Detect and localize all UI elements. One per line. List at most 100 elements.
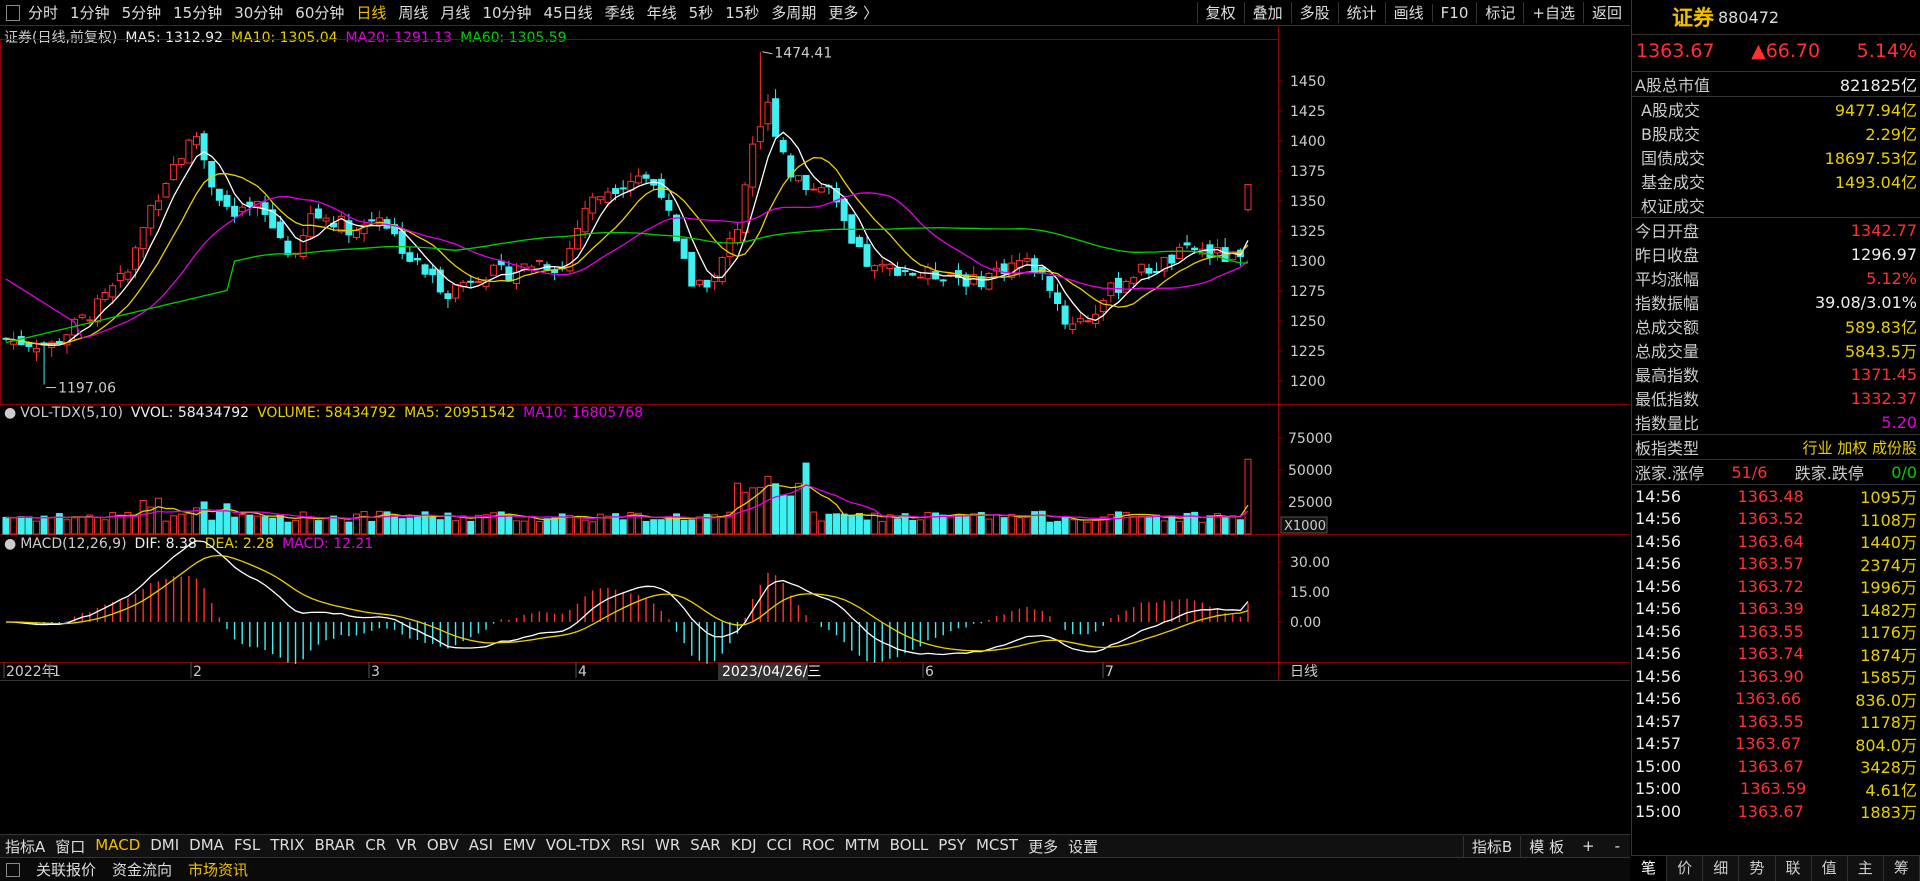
toolbar-button[interactable]: +自选 (1523, 2, 1583, 23)
candle-body (1160, 256, 1168, 272)
period-tab[interactable]: 更多 〉 (828, 4, 879, 22)
indicator-tab[interactable]: EMV (503, 835, 536, 854)
status-tab[interactable]: 关联报价 (36, 861, 97, 879)
panel-tab[interactable]: 联 (1776, 856, 1812, 881)
tick-time: 14:56 (1635, 644, 1682, 664)
period-tab[interactable]: 多周期 (771, 4, 817, 22)
tick-price: 1363.90 (1737, 666, 1804, 686)
candle-body (1046, 276, 1054, 291)
period-tab[interactable]: 45日线 (543, 4, 593, 22)
indicator-tab[interactable]: 指标A (5, 837, 46, 856)
indicator-tab[interactable]: MTM (844, 835, 880, 854)
indicator-tab[interactable]: BRAR (314, 835, 356, 854)
indicator-tab[interactable]: DMI (150, 835, 180, 854)
indicator-tab[interactable]: OBV (426, 835, 459, 854)
indicator-tab[interactable]: SAR (690, 835, 721, 854)
candle-body (78, 314, 86, 319)
period-tab[interactable]: 5秒 (688, 4, 714, 22)
status-tab[interactable]: 市场资讯 (188, 861, 249, 879)
indicator-tab[interactable]: CR (365, 835, 387, 854)
panel-tab[interactable]: 主 (1848, 856, 1884, 881)
period-tab[interactable]: 60分钟 (295, 4, 345, 22)
x-axis-label: 3 (371, 664, 380, 680)
window-icon[interactable] (6, 4, 20, 21)
indicator-tab[interactable]: ASI (468, 835, 493, 854)
period-tab[interactable]: 分时 (28, 4, 59, 22)
panel-tab[interactable]: 细 (1703, 856, 1740, 881)
period-tab[interactable]: 10分钟 (482, 4, 532, 22)
toolbar-button[interactable]: 画线 (1384, 2, 1432, 23)
volume-bar (1099, 516, 1107, 535)
toolbar-button[interactable]: F10 (1431, 3, 1477, 22)
candle-body (916, 276, 924, 279)
period-tab[interactable]: 1分钟 (70, 4, 110, 22)
indicator-tab[interactable]: 设置 (1068, 837, 1099, 856)
indicator-tab[interactable]: WR (654, 835, 681, 854)
indicator-tab[interactable]: 更多 (1028, 837, 1059, 856)
toolbar-button[interactable]: 复权 (1196, 2, 1244, 23)
candle-body (139, 227, 147, 250)
panel-tabs: 笔价细势联值主筹 (1631, 855, 1920, 881)
indicator-tab[interactable]: VR (396, 835, 417, 854)
volume-bar (337, 517, 345, 535)
panel-tab[interactable]: 笔 (1631, 856, 1668, 881)
window-icon[interactable] (6, 862, 20, 877)
minus-icon[interactable]: - (1614, 837, 1620, 855)
indicator-tab[interactable]: PSY (938, 835, 966, 854)
indicator-tab[interactable]: BOLL (889, 835, 929, 854)
tick-volume: 1585万 (1860, 668, 1917, 688)
indicator-tab[interactable]: TRIX (270, 835, 305, 854)
indicator-tab[interactable]: 窗口 (55, 837, 86, 856)
add-icon[interactable]: + (1582, 837, 1595, 855)
indicator-tab[interactable]: VOL-TDX (545, 835, 611, 854)
row-value: 39.08/3.01% (1814, 292, 1917, 312)
period-tab[interactable]: 年线 (646, 4, 677, 22)
macd-axis-label: 0.00 (1290, 615, 1321, 631)
tick-volume: 836.0万 (1855, 690, 1917, 710)
row-label: 总成交量 (1635, 342, 1700, 361)
period-tab[interactable]: 日线 (356, 4, 387, 22)
period-tab[interactable]: 周线 (398, 4, 429, 22)
indicator-tab[interactable]: FSL (233, 835, 261, 854)
toolbar-button[interactable]: 统计 (1337, 2, 1385, 23)
indicator-tab[interactable]: RSI (620, 835, 645, 854)
tick-row: 14:56 1363.90 1585万 (1632, 665, 1920, 688)
toolbar-button[interactable]: 标记 (1476, 2, 1523, 23)
volume-bar (170, 515, 178, 535)
status-tab[interactable]: 资金流向 (112, 861, 173, 879)
period-tab[interactable]: 15秒 (725, 4, 760, 22)
indicator-tab[interactable]: ROC (801, 835, 835, 854)
candle-body (1122, 281, 1130, 293)
indicator-tab[interactable]: DMA (189, 835, 224, 854)
panel-tab[interactable]: 势 (1739, 856, 1776, 881)
panel-tab[interactable]: 值 (1812, 856, 1848, 881)
indicator-tab[interactable]: CCI (766, 835, 792, 854)
indicator-bar-button[interactable]: 指标B (1462, 835, 1520, 857)
kline-chart[interactable]: 1450142514001375135013251300127512501225… (0, 25, 1630, 833)
toolbar-button[interactable]: 返回 (1582, 2, 1630, 23)
period-tab[interactable]: 30分钟 (234, 4, 284, 22)
tick-price: 1363.67 (1737, 801, 1804, 821)
period-tab[interactable]: 月线 (440, 4, 471, 22)
period-tab[interactable]: 季线 (604, 4, 635, 22)
indicator-bar-button[interactable]: 模 板 (1520, 835, 1572, 857)
indicator-tab[interactable]: MCST (975, 835, 1019, 854)
candle-body (314, 208, 322, 219)
toolbar-button[interactable]: 多股 (1290, 2, 1338, 23)
panel-tab[interactable]: 筹 (1884, 856, 1920, 881)
ma20-value: MA20: 1291.13 (345, 30, 453, 46)
period-tab[interactable]: 15分钟 (173, 4, 223, 22)
indicator-tab[interactable]: MACD (95, 835, 141, 854)
volume-bar (513, 520, 521, 535)
period-tab[interactable]: 5分钟 (121, 4, 162, 22)
candle-body (840, 198, 848, 222)
candle-body (589, 196, 597, 214)
volume-bar (1168, 516, 1176, 535)
tick-list[interactable]: 14:56 1363.48 1095万 14:56 1363.52 1108万 14:56 1… (1632, 485, 1920, 823)
volume-bar (292, 519, 300, 535)
panel-tab[interactable]: 价 (1667, 856, 1704, 881)
indicator-tab[interactable]: KDJ (730, 835, 757, 854)
toolbar-button[interactable]: 叠加 (1243, 2, 1291, 23)
volume-bar (1206, 515, 1214, 535)
candle-body (634, 175, 642, 184)
